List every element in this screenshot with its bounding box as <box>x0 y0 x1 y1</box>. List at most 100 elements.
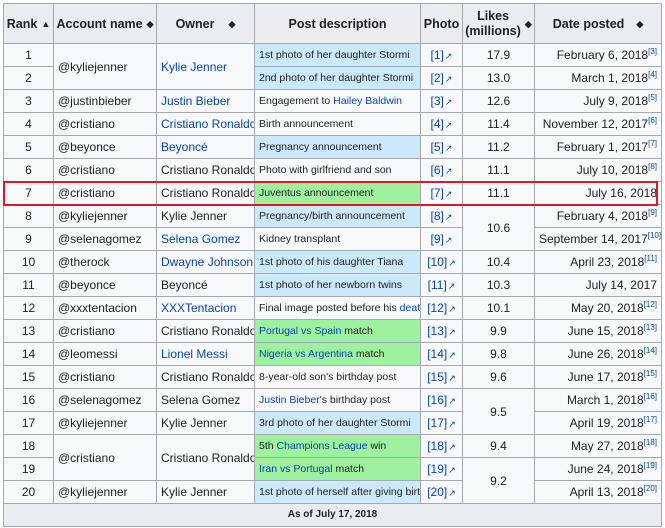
table-row: 6 @cristiano Cristiano Ronaldo Photo with g… <box>3 158 662 182</box>
photo-cell: [20]↗ <box>420 480 463 504</box>
description-text: 1st photo of herself after giving birth <box>259 486 421 498</box>
header-account[interactable]: Account name ◆ <box>53 3 157 44</box>
reference-link[interactable]: [5] <box>648 93 657 102</box>
header-owner[interactable]: Owner ◆ <box>156 3 255 44</box>
rank-cell: 19 <box>3 457 54 481</box>
photo-cell: [18]↗ <box>420 434 463 458</box>
likes-cell: 9.6 <box>462 365 535 389</box>
header-rank[interactable]: Rank ▲︎ <box>3 3 54 44</box>
table-row: 16 @selenagomez Selena Gomez Justin Bieber'… <box>3 388 662 435</box>
rank-cell: 15 <box>3 365 54 389</box>
date-cell: April 23, 2018[11] <box>534 250 662 274</box>
date-cell: June 24, 2018[19] <box>534 457 662 481</box>
photo-link[interactable]: [20] <box>427 484 448 499</box>
description-link[interactable]: Champions League <box>276 440 368 452</box>
reference-link[interactable]: [15] <box>643 369 657 378</box>
photo-link[interactable]: [4] <box>430 116 444 131</box>
photo-link[interactable]: [1] <box>430 47 444 62</box>
header-photo[interactable]: Photo <box>420 3 463 44</box>
rank-cell: 7 <box>3 181 54 205</box>
likes-cell: 9.4 <box>462 434 535 458</box>
photo-link[interactable]: [19] <box>427 461 448 476</box>
account-cell: @kyliejenner <box>53 204 157 228</box>
photo-link[interactable]: [9] <box>430 231 444 246</box>
external-link-icon: ↗ <box>448 464 456 475</box>
photo-link[interactable]: [2] <box>430 70 444 85</box>
account-cell: @justinbieber <box>53 89 157 113</box>
photo-link[interactable]: [8] <box>430 208 444 223</box>
description-link[interactable]: Iran vs Portugal <box>259 463 333 475</box>
reference-link[interactable]: [3] <box>648 47 657 56</box>
photo-link[interactable]: [16] <box>427 392 448 407</box>
header-date-posted[interactable]: Date posted ◆ <box>534 3 662 44</box>
photo-link[interactable]: [10] <box>427 254 448 269</box>
date-text: March 1, 2018 <box>571 71 649 85</box>
instagram-likes-table: Rank ▲︎ Account name ◆ Owner ◆ Post descrip… <box>3 3 662 527</box>
description-link[interactable]: death <box>399 302 421 314</box>
account-cell: @selenagomez <box>53 388 157 412</box>
owner-link[interactable]: Beyoncé <box>161 140 208 154</box>
photo-link[interactable]: [7] <box>430 185 444 200</box>
reference-link[interactable]: [18] <box>643 438 657 447</box>
photo-cell: [5]↗ <box>420 135 463 159</box>
description-link[interactable]: Hailey Baldwin <box>333 95 403 107</box>
likes-cell: 9.8 <box>462 342 535 366</box>
owner-link[interactable]: Dwayne Johnson <box>161 255 254 269</box>
header-post-description[interactable]: Post description <box>254 3 421 44</box>
post-description-cell: 8-year-old son's birthday post <box>254 365 421 389</box>
date-text: April 13, 2018 <box>569 485 644 499</box>
reference-link[interactable]: [14] <box>643 346 657 355</box>
reference-link[interactable]: [20] <box>643 484 657 493</box>
owner-link[interactable]: Justin Bieber <box>161 94 231 108</box>
likes-cell: 10.3 <box>462 273 535 297</box>
photo-link[interactable]: [13] <box>427 323 448 338</box>
table-row: 4 @cristiano Cristiano Ronaldo Birth announ… <box>3 112 662 136</box>
photo-link[interactable]: [18] <box>427 438 448 453</box>
photo-link[interactable]: [12] <box>427 300 448 315</box>
photo-link[interactable]: [5] <box>430 139 444 154</box>
description-link[interactable]: Justin Bieber <box>259 394 320 406</box>
owner-link[interactable]: Cristiano Ronaldo <box>161 117 255 131</box>
header-likes[interactable]: Likes (millions) ◆ <box>462 3 535 44</box>
reference-link[interactable]: [7] <box>648 139 657 148</box>
date-cell: July 10, 2018[8] <box>534 158 662 182</box>
date-text: March 1, 2018 <box>566 393 644 407</box>
description-text: Birth announcement <box>259 118 353 130</box>
table-row: 7 @cristiano Cristiano Ronaldo Juventus ann… <box>3 181 662 205</box>
reference-link[interactable]: [10] <box>647 231 662 240</box>
photo-link[interactable]: [3] <box>430 93 444 108</box>
date-cell: February 6, 2018[3] <box>534 43 662 67</box>
reference-link[interactable]: [9] <box>648 208 657 217</box>
reference-link[interactable]: [11] <box>644 254 657 263</box>
reference-link[interactable]: [6] <box>648 116 657 125</box>
photo-cell: [10]↗ <box>420 250 463 274</box>
reference-link[interactable]: [17] <box>643 415 657 424</box>
date-text: June 24, 2018 <box>567 462 644 476</box>
owner-link[interactable]: Selena Gomez <box>161 232 241 246</box>
table-row: 3 @justinbieber Justin Bieber Engagement to… <box>3 89 662 113</box>
owner-link[interactable]: XXXTentacion <box>161 301 237 315</box>
reference-link[interactable]: [12] <box>643 300 657 309</box>
photo-link[interactable]: [11] <box>427 277 447 292</box>
rank-cell: 3 <box>3 89 54 113</box>
photo-link[interactable]: [17] <box>427 415 448 430</box>
description-text: 1st photo of her daughter Stormi <box>259 49 410 61</box>
likes-cell: 10.6 <box>462 204 535 251</box>
description-link[interactable]: Portugal vs Spain <box>259 325 342 337</box>
owner-link[interactable]: Lionel Messi <box>161 347 228 361</box>
description-link[interactable]: Nigeria vs Argentina <box>259 348 353 360</box>
post-description-cell: 1st photo of her newborn twins <box>254 273 421 297</box>
reference-link[interactable]: [8] <box>648 162 657 171</box>
table-row: 9 @selenagomez Selena Gomez Kidney transpla… <box>3 227 662 251</box>
reference-link[interactable]: [4] <box>648 70 657 79</box>
reference-link[interactable]: [19] <box>643 461 657 470</box>
owner-link[interactable]: Kylie Jenner <box>161 59 228 74</box>
external-link-icon: ↗ <box>448 418 456 429</box>
photo-link[interactable]: [6] <box>430 162 444 177</box>
reference-link[interactable]: [13] <box>643 323 657 332</box>
reference-link[interactable]: [16] <box>643 392 657 401</box>
photo-link[interactable]: [14] <box>427 346 448 361</box>
post-description-cell: Engagement to Hailey Baldwin <box>254 89 421 113</box>
likes-cell: 11.4 <box>462 112 535 136</box>
photo-link[interactable]: [15] <box>427 369 448 384</box>
